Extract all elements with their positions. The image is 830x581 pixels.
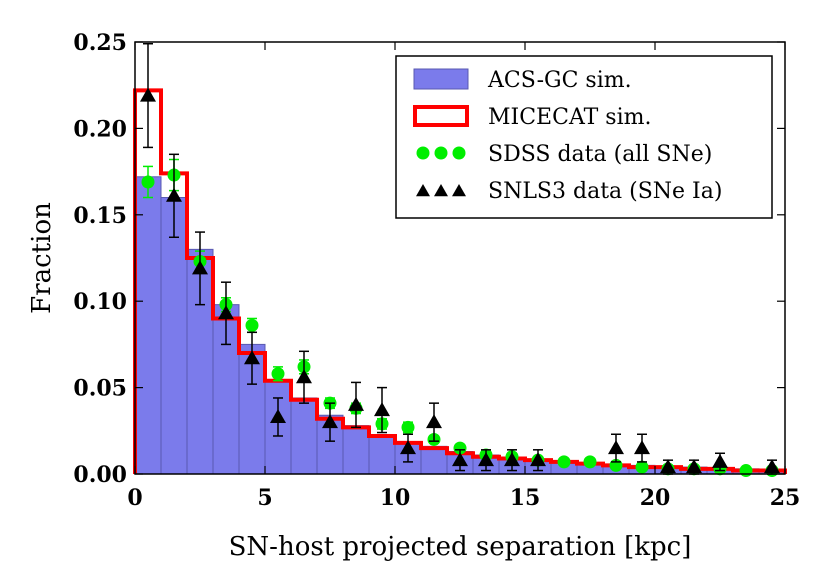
legend-label: SNLS3 data (SNe Ia)	[488, 179, 722, 204]
axes: 0 5 10 15 20 25 0.00 0.05 0.10 0.15 0.20 0.25	[73, 30, 800, 511]
data-point	[583, 455, 597, 469]
data-point	[271, 367, 285, 381]
x-tick-label: 0	[127, 485, 142, 511]
data-point	[712, 453, 728, 468]
data-point	[348, 396, 364, 411]
data-point	[270, 408, 286, 423]
y-tick-label: 0.15	[73, 203, 127, 229]
data-point	[322, 414, 338, 429]
data-point	[401, 420, 415, 434]
legend-label: SDSS data (all SNe)	[488, 142, 712, 167]
y-axis-label: Fraction	[27, 202, 57, 314]
data-point	[244, 350, 260, 365]
legend-swatch	[413, 105, 469, 127]
data-point	[374, 402, 390, 417]
data-point	[141, 175, 155, 189]
acs-gc-histogram	[134, 176, 786, 475]
legend-marker	[434, 184, 448, 197]
legend: ACS-GC sim. MICECAT sim. SDSS data (all SN…	[395, 55, 773, 219]
legend-swatch	[413, 68, 469, 90]
y-tick-label: 0.25	[73, 30, 127, 56]
data-point	[245, 318, 259, 332]
legend-marker	[452, 146, 466, 160]
legend-marker	[434, 146, 448, 160]
legend-marker	[416, 146, 430, 160]
data-point	[634, 440, 650, 455]
data-point	[140, 87, 156, 102]
data-point	[764, 459, 780, 474]
legend-item: MICECAT sim.	[413, 105, 651, 130]
legend-marker	[416, 184, 430, 197]
x-tick-label: 20	[640, 485, 671, 511]
y-tick-label: 0.00	[73, 462, 127, 488]
data-point	[426, 414, 442, 429]
plot-area	[133, 42, 787, 478]
y-tick-label: 0.05	[73, 376, 127, 402]
data-point	[192, 260, 208, 275]
data-point	[530, 452, 546, 467]
legend-item: SNLS3 data (SNe Ia)	[416, 179, 722, 204]
data-point	[166, 187, 182, 202]
legend-item: ACS-GC sim.	[413, 68, 632, 93]
histogram-bar	[368, 435, 396, 475]
snls3-points	[140, 42, 780, 475]
x-axis-label: SN-host projected separation [kpc]	[229, 532, 692, 562]
x-tick-label: 25	[770, 485, 801, 511]
legend-marker	[452, 184, 466, 197]
data-point	[453, 441, 467, 455]
data-point	[557, 455, 571, 469]
data-point	[686, 459, 702, 474]
data-point	[218, 305, 234, 320]
y-tick-label: 0.20	[73, 116, 127, 142]
histogram-bar	[160, 197, 188, 475]
legend-label: MICECAT sim.	[488, 105, 651, 130]
legend-label: ACS-GC sim.	[487, 68, 632, 93]
histogram-bar	[290, 397, 318, 475]
x-tick-label: 10	[380, 485, 411, 511]
data-point	[400, 440, 416, 455]
y-tick-label: 0.10	[73, 289, 127, 315]
data-point	[296, 369, 312, 384]
data-point	[635, 460, 649, 474]
data-point	[660, 459, 676, 474]
data-point	[739, 464, 753, 478]
x-tick-label: 5	[257, 485, 272, 511]
plot-frame	[134, 41, 786, 475]
histogram-bar	[420, 445, 448, 475]
x-tick-label: 15	[510, 485, 541, 511]
data-point	[452, 452, 468, 467]
data-point	[608, 440, 624, 455]
legend-item: SDSS data (all SNe)	[416, 142, 712, 167]
histogram-bar	[134, 176, 162, 475]
data-point	[504, 452, 520, 467]
histogram-bar	[342, 425, 370, 475]
data-point	[478, 452, 494, 467]
